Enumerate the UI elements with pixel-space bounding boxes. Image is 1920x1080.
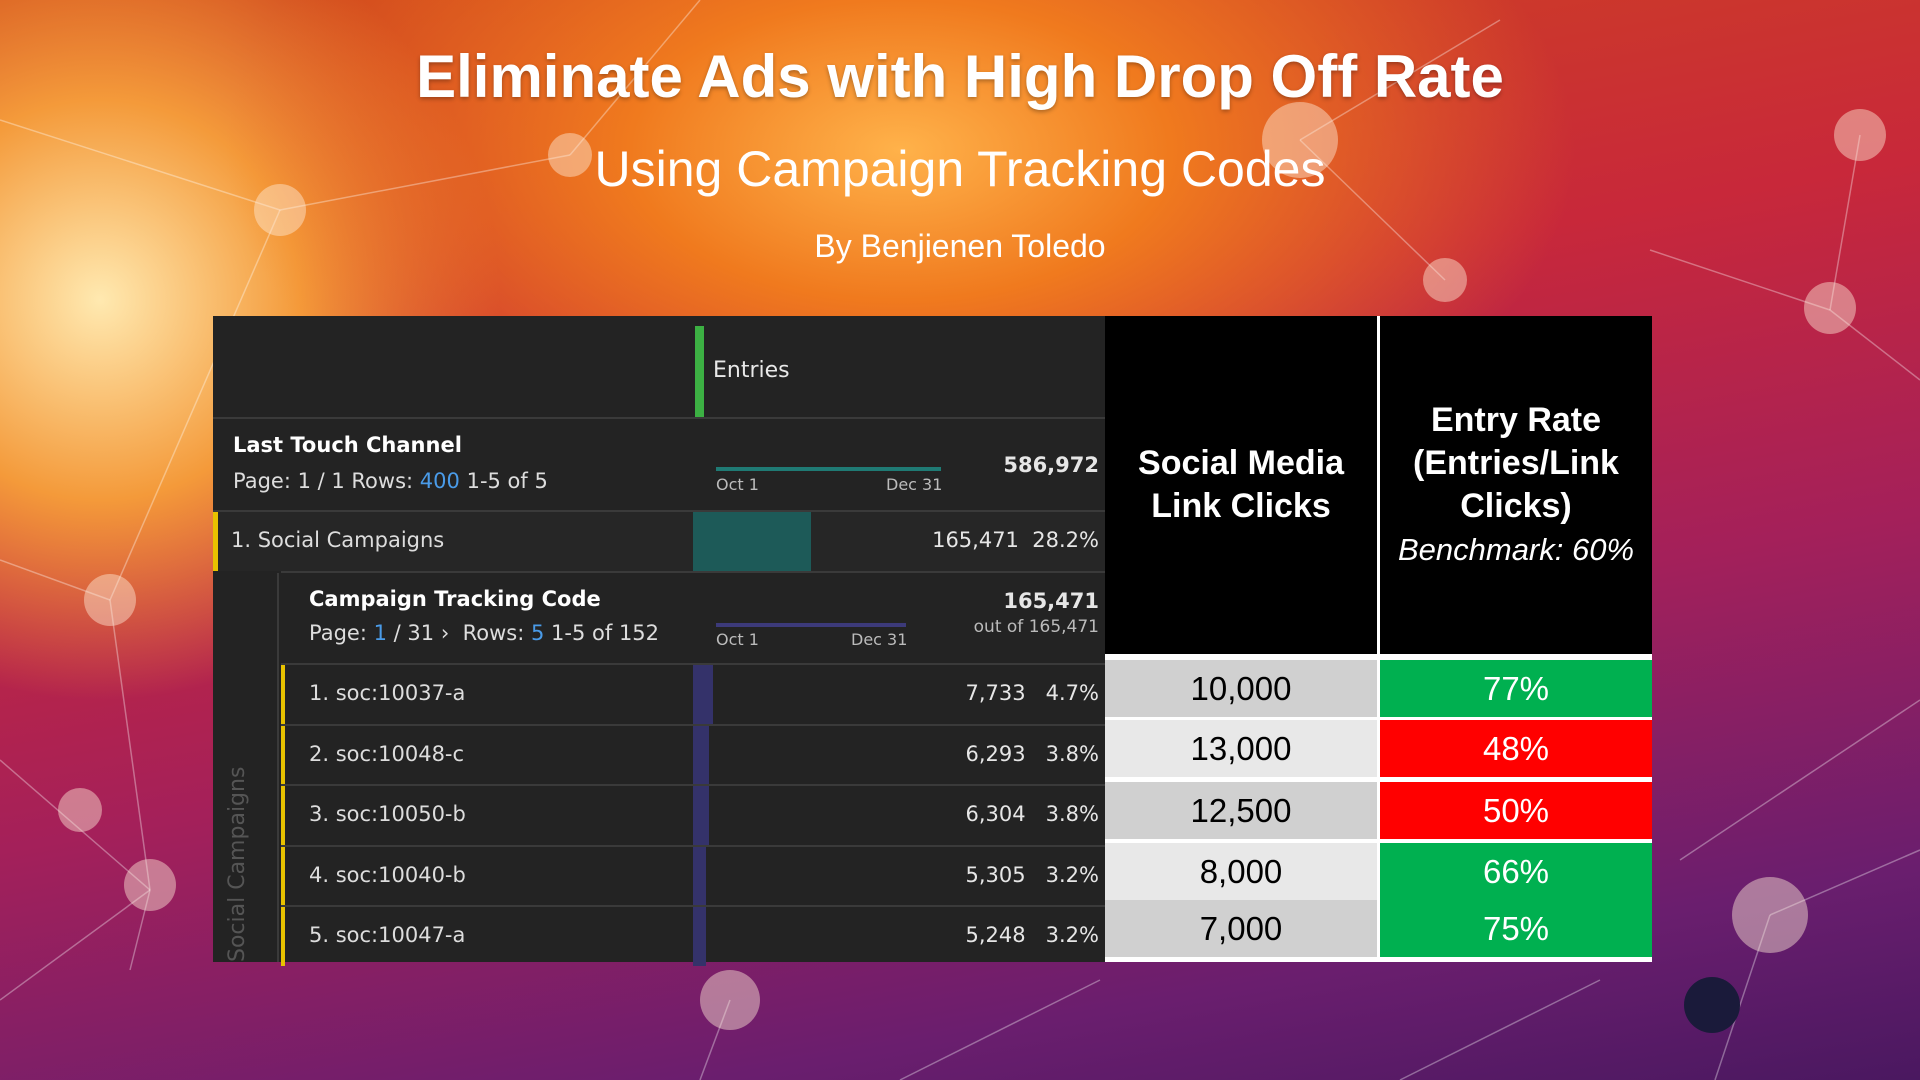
breakdown-pagination: Page: 1 / 31 › Rows: 5 1-5 of 152 [309,621,659,645]
table-row[interactable]: 4. soc:10040-b 5,305 3.2% [281,844,1105,906]
row-pct: 4.7% [1045,681,1099,705]
row-value: 5,305 [965,862,1026,887]
channel-pct: 28.2% [1032,528,1099,552]
row-label: 2. soc:10048-c [309,741,465,766]
row-bar [693,846,707,906]
dimension-header-row: Last Touch Channel Page: 1 / 1 Rows: 400… [213,417,1105,510]
row-bar [693,907,707,966]
row-bar [693,665,713,724]
header-link-clicks: Social Media Link Clicks [1105,316,1377,654]
row-label: 4. soc:10040-b [309,862,466,887]
row-value: 6,304 [965,802,1026,826]
entry-rate-cell: 50% [1380,782,1652,839]
row-marker [281,725,285,785]
breakdown-title: Campaign Tracking Code [309,587,601,611]
link-clicks-cell: 7,000 [1105,900,1377,957]
entry-rate-cell: 77% [1380,660,1652,717]
channel-value: 165,471 [932,528,1019,552]
slide-title: Eliminate Ads with High Drop Off Rate [416,43,1504,110]
entry-rate-cell: 48% [1380,720,1652,777]
row-marker [281,907,285,966]
page-label: Page: [309,621,367,645]
sparkline [716,623,906,627]
row-label: 1. soc:10037-a [309,681,466,705]
slide-byline: By Benjienen Toledo [814,228,1106,264]
row-value: 6,293 [965,741,1026,766]
sparkline [716,467,941,471]
benchmark-label: Benchmark: 60% [1397,532,1635,567]
breakdown-total: 165,471 [1003,589,1099,613]
rows-selector[interactable]: 5 [530,621,545,645]
row-value: 5,248 [965,923,1026,947]
row-pct: 3.8% [1045,802,1099,826]
header-entry-rate: Entry Rate (Entries/Link Clicks) Benchma… [1380,316,1652,654]
row-marker [281,786,285,845]
breakdown-side: Social Campaigns [213,573,279,962]
rows-label: Rows: [462,621,525,645]
channel-row[interactable]: 1. Social Campaigns 165,471 28.2% [213,510,1105,571]
row-bar [693,786,709,845]
page-input[interactable]: 1 [373,621,387,645]
link-clicks-cell: 8,000 [1105,843,1377,900]
entry-rate-cell: 75% [1380,900,1652,957]
row-marker [281,846,285,906]
freeform-table: Entries Last Touch Channel Page: 1 / 1 R… [213,316,1105,966]
metric-header-entries[interactable]: Entries [713,358,790,383]
entry-rate-cell: 66% [1380,843,1652,900]
next-page-icon[interactable]: › [440,621,450,645]
dimension-pagination: Page: 1 / 1 Rows: 400 1-5 of 5 [233,469,548,493]
row-pct: 3.2% [1045,862,1099,887]
table-row[interactable]: 3. soc:10050-b 6,304 3.8% [281,784,1105,845]
channel-bar [693,512,812,571]
table-row[interactable]: 1. soc:10037-a 7,733 4.7% [281,663,1105,724]
spark-end: Dec 31 [851,630,908,649]
spark-start: Oct 1 [716,475,759,494]
row-label: 3. soc:10050-b [309,802,466,826]
breakdown-header-row: Campaign Tracking Code Page: 1 / 31 › Ro… [281,571,1105,663]
link-clicks-cell: 12,500 [1105,782,1377,839]
summary-table: Social Media Link Clicks Entry Rate (Ent… [1105,316,1652,962]
link-clicks-cell: 13,000 [1105,720,1377,777]
row-value: 7,733 [965,681,1026,705]
channel-label: 1. Social Campaigns [231,528,445,552]
page-total: / 31 [393,621,435,645]
dimension-title: Last Touch Channel [233,433,462,457]
spark-end: Dec 31 [886,475,943,494]
row-marker [281,665,285,724]
slide-subtitle: Using Campaign Tracking Codes [594,141,1326,197]
header-row: Entries [213,316,1105,417]
rows-selector[interactable]: 400 [419,469,460,493]
link-clicks-cell: 10,000 [1105,660,1377,717]
row-pct: 3.8% [1045,741,1099,766]
row-bar [693,725,709,785]
row-marker [213,512,218,571]
range-label: 1-5 of 5 [466,469,548,493]
orb-icon [1684,977,1740,1033]
page-label: Page: 1 / 1 Rows: [233,469,414,493]
breakdown-side-label: Social Campaigns [225,766,250,962]
metric-drag-handle[interactable] [695,326,704,417]
header-text: Social Media Link Clicks [1138,444,1344,525]
header-text: Entry Rate (Entries/Link Clicks) [1413,401,1619,525]
spark-start: Oct 1 [716,630,759,649]
table-row[interactable]: 2. soc:10048-c 6,293 3.8% [281,723,1105,785]
row-pct: 3.2% [1045,923,1099,947]
dimension-total: 586,972 [1003,453,1099,477]
row-label: 5. soc:10047-a [309,923,466,947]
breakdown-out-of: out of 165,471 [973,617,1099,637]
range-label: 1-5 of 152 [551,621,660,645]
table-row[interactable]: 5. soc:10047-a 5,248 3.2% [281,905,1105,966]
